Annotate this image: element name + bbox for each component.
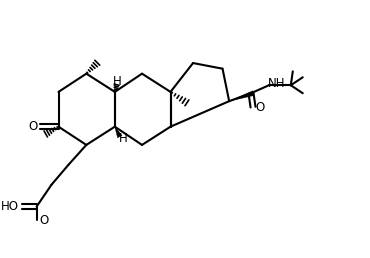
Text: O: O — [28, 120, 38, 133]
Polygon shape — [229, 91, 253, 101]
Polygon shape — [115, 127, 122, 138]
Text: H: H — [112, 75, 121, 88]
Text: NH: NH — [268, 77, 286, 90]
Text: HO: HO — [1, 200, 19, 213]
Text: O: O — [39, 214, 48, 227]
Text: H: H — [118, 132, 127, 145]
Text: O: O — [255, 101, 265, 114]
